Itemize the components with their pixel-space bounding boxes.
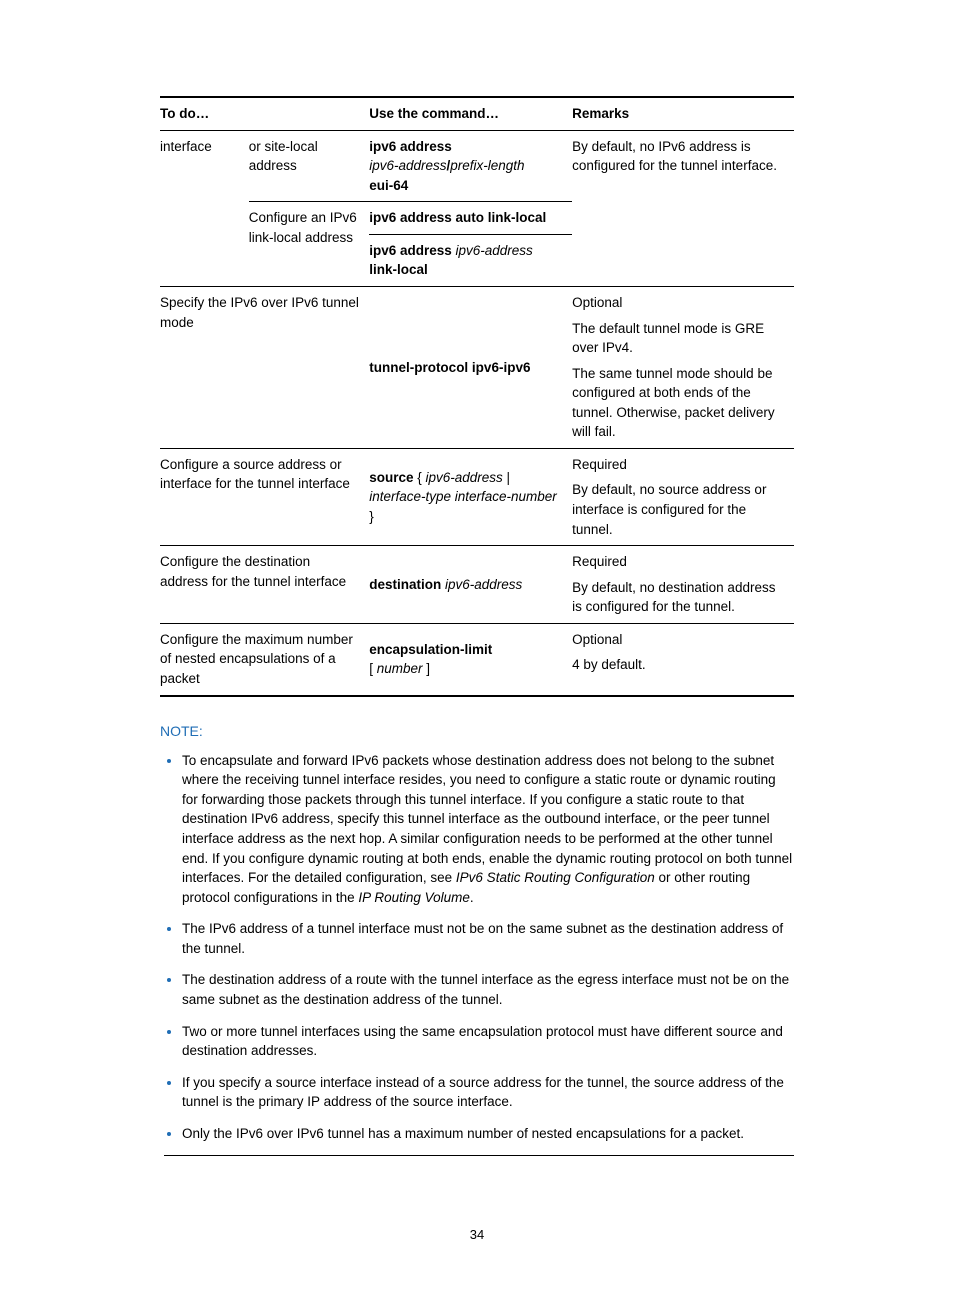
- list-item: If you specify a source interface instea…: [182, 1073, 794, 1112]
- cell-remarks: By default, no IPv6 address is configure…: [572, 130, 794, 286]
- cell-link-local-desc: Configure an IPv6 link-local address: [249, 202, 369, 287]
- cell-remarks: Required By default, no destination addr…: [572, 546, 794, 624]
- th-remarks: Remarks: [572, 97, 794, 130]
- note-heading: NOTE:: [160, 721, 794, 741]
- cell-cmd: tunnel-protocol ipv6-ipv6: [369, 286, 572, 448]
- cell-site-local: or site-local address: [249, 130, 369, 202]
- cell-interface: interface: [160, 130, 249, 286]
- list-item: To encapsulate and forward IPv6 packets …: [182, 751, 794, 908]
- cell-cmd: ipv6 address ipv6-address link-local: [369, 234, 572, 286]
- table-row: Configure the maximum number of nested e…: [160, 623, 794, 695]
- page-number: 34: [160, 1226, 794, 1245]
- cell-desc: Configure the destination address for th…: [160, 546, 369, 624]
- table-row: Configure a source address or interface …: [160, 448, 794, 545]
- cell-cmd: encapsulation-limit [ number ]: [369, 623, 572, 695]
- th-command: Use the command…: [369, 97, 572, 130]
- th-todo: To do…: [160, 97, 369, 130]
- config-table: To do… Use the command… Remarks interfac…: [160, 96, 794, 697]
- cell-cmd: ipv6 address ipv6-address/prefix-length …: [369, 130, 572, 202]
- cell-remarks: Optional The default tunnel mode is GRE …: [572, 286, 794, 448]
- cell-cmd: ipv6 address auto link-local: [369, 202, 572, 235]
- cell-remarks: Optional 4 by default.: [572, 623, 794, 695]
- table-header-row: To do… Use the command… Remarks: [160, 97, 794, 130]
- notes-list: To encapsulate and forward IPv6 packets …: [164, 751, 794, 1157]
- list-item: Only the IPv6 over IPv6 tunnel has a max…: [182, 1124, 794, 1148]
- table-row: interface or site-local address ipv6 add…: [160, 130, 794, 202]
- cell-desc: Configure a source address or interface …: [160, 448, 369, 545]
- cell-cmd: source { ipv6-address | interface-type i…: [369, 448, 572, 545]
- list-item: Two or more tunnel interfaces using the …: [182, 1022, 794, 1061]
- table-row: Configure the destination address for th…: [160, 546, 794, 624]
- cell-cmd: destination ipv6-address: [369, 546, 572, 624]
- cell-desc: Configure the maximum number of nested e…: [160, 623, 369, 695]
- cell-remarks: Required By default, no source address o…: [572, 448, 794, 545]
- cell-desc: Specify the IPv6 over IPv6 tunnel mode: [160, 286, 369, 448]
- table-row: Specify the IPv6 over IPv6 tunnel mode t…: [160, 286, 794, 448]
- list-item: The IPv6 address of a tunnel interface m…: [182, 919, 794, 958]
- list-item: The destination address of a route with …: [182, 970, 794, 1009]
